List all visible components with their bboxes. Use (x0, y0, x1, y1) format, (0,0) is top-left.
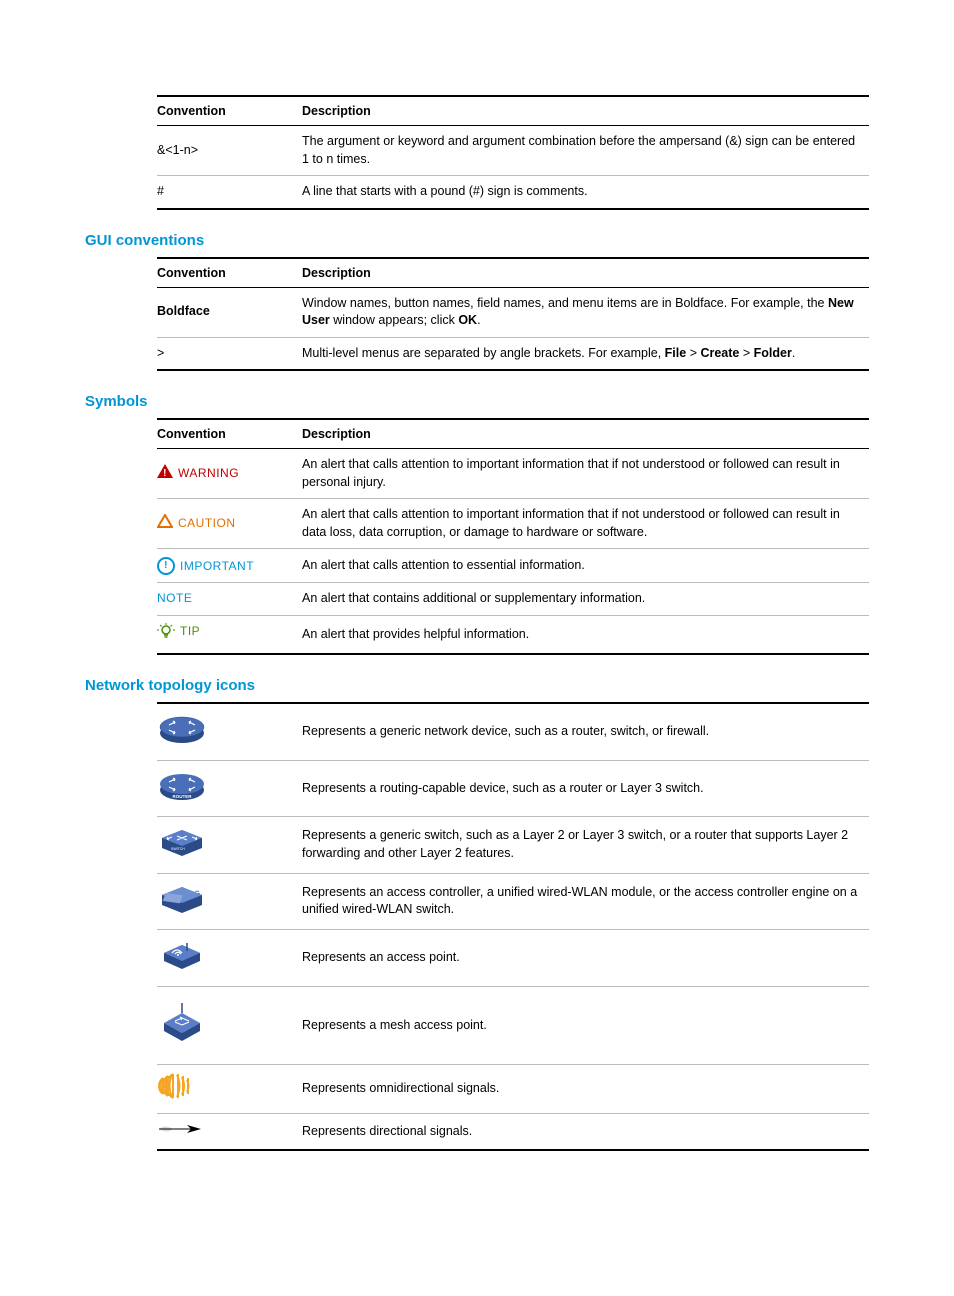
header-convention: Convention (157, 419, 302, 449)
mesh-ap-icon (157, 1001, 207, 1045)
svg-text:SWITCH: SWITCH (171, 847, 185, 851)
desc-cell: Represents directional signals. (302, 1113, 869, 1150)
symbol-important: ! IMPORTANT (157, 549, 302, 583)
table-row: > Multi-level menus are separated by ang… (157, 337, 869, 370)
desc-cell: Represents a generic switch, such as a L… (302, 817, 869, 874)
important-circle-icon: ! (157, 557, 175, 575)
conv-cell: # (157, 176, 302, 209)
router-icon: ROUTER (157, 768, 207, 804)
desc-cell: An alert that calls attention to importa… (302, 449, 869, 499)
table-row: # A line that starts with a pound (#) si… (157, 176, 869, 209)
desc-cell: Window names, button names, field names,… (302, 287, 869, 337)
conv-cell: > (157, 337, 302, 370)
tip-label: TIP (180, 623, 200, 640)
gui-conventions-heading: GUI conventions (85, 232, 869, 249)
topology-table: Represents a generic network device, suc… (157, 702, 869, 1151)
table-row: CAUTION An alert that calls attention to… (157, 499, 869, 549)
desc-cell: Represents an access point. (302, 930, 869, 987)
table-row: Represents omnidirectional signals. (157, 1065, 869, 1114)
symbol-caution: CAUTION (157, 499, 302, 549)
desc-cell: Represents an access controller, a unifi… (302, 873, 869, 930)
symbol-tip: TIP (157, 615, 302, 654)
desc-cell: An alert that calls attention to essenti… (302, 549, 869, 583)
document-page: Convention Description &<1-n> The argume… (0, 0, 954, 1296)
warning-triangle-icon: ! (157, 464, 173, 483)
table-row: TIP An alert that provides helpful infor… (157, 615, 869, 654)
cli-conventions-table: Convention Description &<1-n> The argume… (157, 95, 869, 210)
topology-heading: Network topology icons (85, 677, 869, 694)
table-row: NOTE An alert that contains additional o… (157, 583, 869, 616)
table-row: ! WARNING An alert that calls attention … (157, 449, 869, 499)
gui-conventions-table: Convention Description Boldface Window n… (157, 257, 869, 372)
table-row: Represents a generic network device, suc… (157, 703, 869, 760)
conv-cell-boldface: Boldface (157, 287, 302, 337)
desc-cell: Multi-level menus are separated by angle… (302, 337, 869, 370)
access-controller-icon (157, 881, 207, 917)
icon-cell: ROUTER (157, 760, 302, 817)
svg-text:!: ! (163, 468, 167, 478)
desc-cell: Represents a generic network device, suc… (302, 703, 869, 760)
note-label: NOTE (157, 590, 192, 607)
icon-cell: SWITCH (157, 817, 302, 874)
desc-cell: The argument or keyword and argument com… (302, 126, 869, 176)
desc-cell: An alert that contains additional or sup… (302, 583, 869, 616)
directional-signal-icon (157, 1126, 207, 1140)
symbols-heading: Symbols (85, 393, 869, 410)
symbols-table: Convention Description ! WARNING An aler… (157, 418, 869, 655)
table-row: Represents an access controller, a unifi… (157, 873, 869, 930)
header-convention: Convention (157, 96, 302, 126)
symbol-note: NOTE (157, 583, 302, 616)
desc-cell: Represents omnidirectional signals. (302, 1065, 869, 1114)
warning-label: WARNING (178, 465, 239, 482)
symbol-warning: ! WARNING (157, 449, 302, 499)
access-point-icon (157, 937, 207, 973)
conv-cell: &<1-n> (157, 126, 302, 176)
switch-icon: SWITCH (157, 824, 207, 860)
table-row: ROUTER Represents a routing-capable devi… (157, 760, 869, 817)
desc-cell: An alert that provides helpful informati… (302, 615, 869, 654)
table-row: Represents a mesh access point. (157, 986, 869, 1065)
table-row: ! IMPORTANT An alert that calls attentio… (157, 549, 869, 583)
omnidirectional-signal-icon (157, 1089, 197, 1103)
icon-cell (157, 873, 302, 930)
tip-bulb-icon (157, 623, 175, 641)
table-row: Represents directional signals. (157, 1113, 869, 1150)
icon-cell (157, 986, 302, 1065)
caution-triangle-icon (157, 514, 173, 533)
desc-cell: A line that starts with a pound (#) sign… (302, 176, 869, 209)
table-row: &<1-n> The argument or keyword and argum… (157, 126, 869, 176)
icon-cell (157, 1113, 302, 1150)
svg-text:ROUTER: ROUTER (173, 794, 193, 799)
important-label: IMPORTANT (180, 558, 254, 575)
table-row: Represents an access point. (157, 930, 869, 987)
icon-cell (157, 703, 302, 760)
desc-cell: An alert that calls attention to importa… (302, 499, 869, 549)
header-description: Description (302, 258, 869, 288)
header-description: Description (302, 96, 869, 126)
header-description: Description (302, 419, 869, 449)
desc-cell: Represents a mesh access point. (302, 986, 869, 1065)
caution-label: CAUTION (178, 515, 236, 532)
icon-cell (157, 930, 302, 987)
table-row: SWITCH Represents a generic switch, such… (157, 817, 869, 874)
desc-cell: Represents a routing-capable device, suc… (302, 760, 869, 817)
header-convention: Convention (157, 258, 302, 288)
generic-device-icon (157, 711, 207, 747)
table-row: Boldface Window names, button names, fie… (157, 287, 869, 337)
icon-cell (157, 1065, 302, 1114)
